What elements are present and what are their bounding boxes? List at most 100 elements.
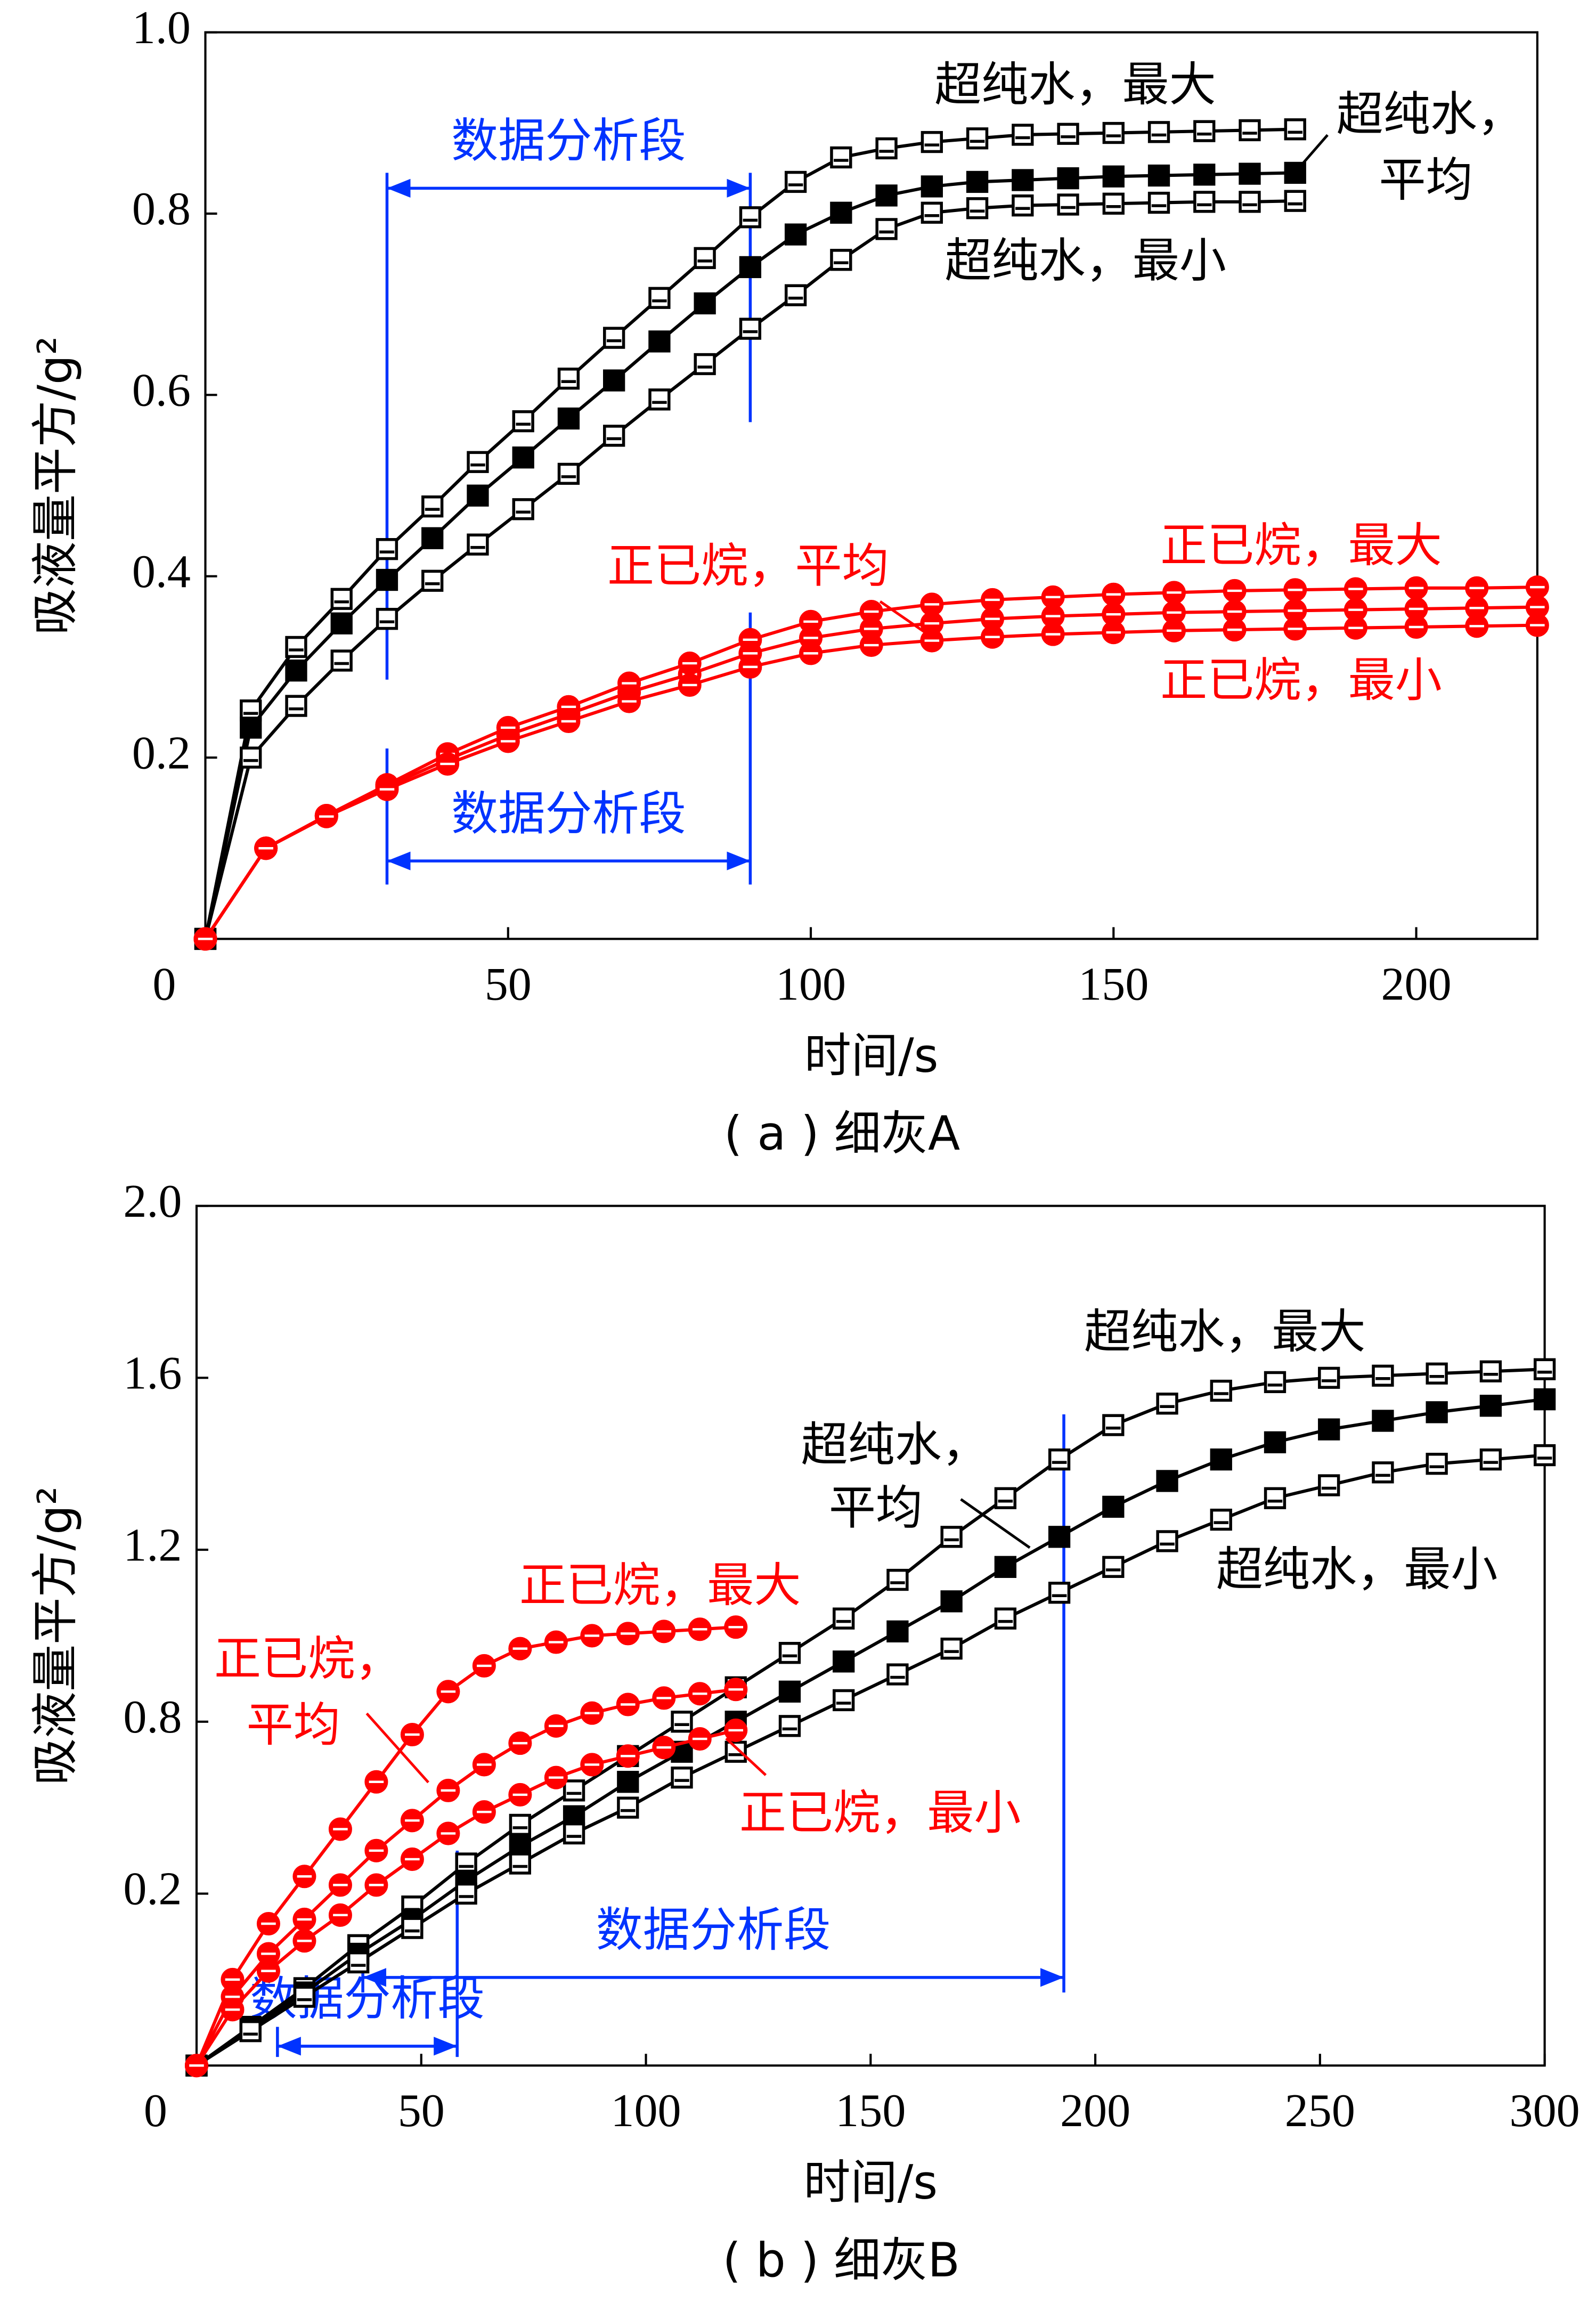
x-tick-label: 250 [1285, 2085, 1355, 2137]
y-tick-label: 2.0 [123, 1175, 182, 1227]
marker [1057, 193, 1079, 216]
y-tick-label: 0.6 [132, 364, 191, 417]
y-tick-label: 1.0 [132, 2, 191, 54]
series-label: 正已烷， [214, 1631, 402, 1686]
label-leader [960, 1498, 1031, 1549]
marker [739, 256, 762, 279]
y-tick-label: 0.8 [123, 1691, 182, 1743]
marker [921, 131, 943, 153]
series-label: 正已烷，最小 [739, 1785, 1021, 1840]
marker [648, 330, 671, 353]
marker [1239, 119, 1261, 142]
marker [1239, 162, 1261, 185]
series-label: 超纯水，最大 [934, 57, 1216, 112]
segment-label: 数据分析段 [596, 1902, 831, 1957]
marker [778, 1715, 801, 1737]
marker [778, 1642, 801, 1664]
x-axis-label: 时间/s [804, 1028, 939, 1083]
label-leader [725, 1737, 767, 1776]
segment-label: 数据分析段 [451, 113, 686, 168]
marker [1048, 1448, 1071, 1471]
marker [1102, 1556, 1125, 1578]
marker [1147, 164, 1170, 187]
marker [421, 495, 444, 518]
series-label: 超纯水， [801, 1417, 989, 1472]
marker [1048, 1582, 1071, 1604]
series-line [195, 1625, 736, 2066]
marker [784, 284, 807, 306]
marker [833, 1607, 855, 1630]
marker [347, 1951, 370, 1974]
marker [966, 127, 989, 150]
marker [557, 462, 580, 485]
marker [833, 1650, 855, 1673]
marker [509, 1813, 531, 1836]
marker [330, 588, 353, 610]
marker [1372, 1364, 1394, 1387]
marker [512, 498, 534, 520]
y-tick-label: 0.8 [132, 183, 191, 235]
marker [512, 446, 534, 469]
marker [563, 1779, 585, 1802]
marker [557, 368, 580, 390]
marker [467, 451, 489, 473]
marker [509, 1852, 531, 1875]
marker [1102, 192, 1125, 215]
series-label: 超纯水，最小 [944, 233, 1226, 288]
marker [330, 649, 353, 672]
marker [1102, 121, 1125, 144]
marker [1533, 1444, 1556, 1467]
marker [376, 538, 398, 560]
marker [563, 1822, 585, 1845]
marker [285, 695, 307, 717]
caption: ( a ) 细灰A [724, 1106, 960, 1161]
marker [875, 218, 898, 240]
marker [830, 201, 852, 224]
series-line [195, 1728, 736, 2066]
marker [376, 568, 398, 591]
segment-label: 数据分析段 [250, 1971, 485, 2026]
marker [1012, 194, 1034, 217]
marker [940, 1637, 963, 1660]
series-label: 平均 [247, 1697, 340, 1752]
x-tick-label: 150 [1078, 958, 1149, 1010]
series-line [195, 1688, 736, 2066]
marker [1284, 118, 1306, 141]
marker [1156, 1393, 1178, 1415]
marker [1372, 1410, 1394, 1432]
marker [940, 1526, 963, 1548]
marker [966, 197, 989, 219]
series-label: 正已烷，平均 [607, 538, 889, 593]
marker [1318, 1418, 1340, 1441]
marker [512, 410, 534, 433]
marker [603, 327, 625, 349]
marker [784, 223, 807, 246]
series-label: 超纯水， [1337, 86, 1524, 141]
marker [739, 206, 762, 229]
y-tick-label: 0.2 [123, 1863, 182, 1915]
x-tick-label: 200 [1060, 2085, 1130, 2137]
marker [240, 746, 262, 769]
x-axis-label: 时间/s [803, 2155, 938, 2210]
marker [875, 184, 898, 207]
series-label: 超纯水，最小 [1216, 1542, 1498, 1597]
marker [1193, 120, 1216, 142]
marker [421, 527, 444, 549]
marker [1147, 191, 1170, 214]
marker [833, 1689, 855, 1712]
marker [1284, 190, 1306, 212]
marker [1012, 124, 1034, 146]
marker [1012, 169, 1034, 191]
marker [694, 353, 716, 376]
label-leader [879, 600, 928, 635]
marker [694, 247, 716, 270]
marker [994, 1487, 1017, 1509]
marker [376, 608, 398, 630]
marker [1318, 1366, 1340, 1389]
marker [1048, 1526, 1071, 1548]
marker [784, 170, 807, 193]
marker [671, 1767, 693, 1789]
marker [1102, 1495, 1125, 1518]
marker [1318, 1474, 1340, 1496]
marker [1264, 1487, 1286, 1509]
